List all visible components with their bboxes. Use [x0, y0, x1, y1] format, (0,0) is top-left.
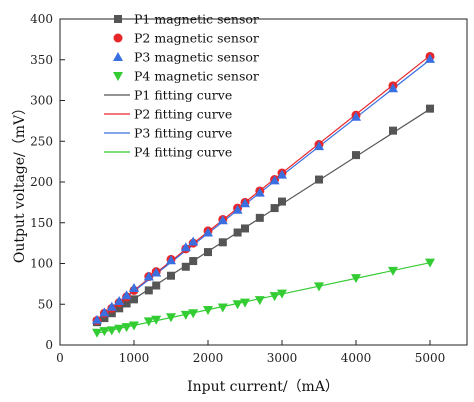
- legend-entry-label: P3 fitting curve: [134, 126, 232, 141]
- data-point: [240, 198, 250, 208]
- y-tick-label: 300: [30, 94, 53, 108]
- data-point: [277, 169, 287, 179]
- legend-marker: [113, 33, 123, 43]
- data-point: [314, 141, 324, 151]
- data-point: [351, 111, 361, 121]
- data-point: [255, 213, 264, 222]
- data-point: [151, 267, 162, 277]
- data-point: [92, 314, 102, 324]
- legend-entry-label: P2 fitting curve: [134, 107, 232, 122]
- data-point: [315, 175, 323, 184]
- data-point: [278, 197, 286, 206]
- legend-entry-label: P1 fitting curve: [134, 88, 232, 103]
- data-point: [203, 305, 213, 315]
- plot-frame: [59, 18, 468, 346]
- data-point: [314, 282, 324, 292]
- data-point: [240, 298, 250, 308]
- y-tick-label: 100: [30, 257, 53, 271]
- data-point: [270, 204, 279, 213]
- data-point: [388, 83, 398, 93]
- data-point: [122, 299, 131, 308]
- data-point: [188, 309, 199, 319]
- data-point: [114, 324, 125, 334]
- data-point: [107, 309, 116, 318]
- data-point: [130, 295, 138, 304]
- data-point: [232, 204, 243, 214]
- data-point: [232, 300, 243, 310]
- data-point: [99, 327, 110, 337]
- axis-ticks: 0 1000 2000 3000 4000 5000 0 50 100 150 200 250 300 3…: [30, 12, 445, 365]
- legend-marker: [113, 52, 123, 61]
- data-point: [254, 187, 265, 197]
- data-point: [151, 315, 162, 325]
- data-point: [92, 328, 102, 338]
- data-point: [152, 281, 161, 290]
- y-tick-label: 0: [45, 338, 53, 352]
- y-tick-label: 150: [30, 216, 53, 230]
- data-point: [277, 289, 287, 299]
- legend-entry-label: P4 fitting curve: [134, 145, 232, 160]
- data-point: [233, 228, 242, 237]
- data-point: [352, 151, 360, 160]
- data-point: [269, 292, 280, 302]
- x-axis-title: Input current/（mA）: [187, 379, 339, 395]
- y-tick-label: 400: [30, 12, 53, 26]
- legend-entry-label: P1 magnetic sensor: [134, 12, 259, 27]
- data-point: [129, 282, 139, 292]
- y-tick-label: 50: [38, 297, 53, 311]
- y-tick-label: 250: [30, 134, 53, 148]
- data-point: [180, 310, 191, 320]
- data-point: [144, 286, 153, 295]
- data-point: [425, 53, 435, 63]
- x-tick-label: 5000: [415, 351, 446, 365]
- data-point: [180, 242, 191, 252]
- x-tick-label: 2000: [193, 351, 224, 365]
- data-point: [425, 258, 435, 268]
- data-point: [351, 274, 361, 284]
- data-point: [254, 296, 265, 306]
- data-point: [218, 238, 227, 247]
- legend-entry-label: P2 magnetic sensor: [134, 31, 259, 46]
- y-tick-label: 350: [30, 53, 53, 67]
- x-tick-label: 4000: [341, 351, 372, 365]
- data-point: [217, 303, 228, 313]
- legend: P1 magnetic sensor P2 magnetic sensor P3 m…: [104, 12, 259, 160]
- legend-entry-label: P3 magnetic sensor: [134, 50, 259, 65]
- data-point: [241, 224, 249, 233]
- y-axis-title: Output voltage/（mV）: [12, 101, 28, 263]
- data-point: [204, 248, 212, 257]
- data-point: [166, 313, 176, 323]
- x-tick-label: 0: [56, 351, 64, 365]
- data-point: [143, 317, 154, 327]
- x-tick-label: 3000: [267, 351, 298, 365]
- data-point: [129, 321, 139, 331]
- data-point: [217, 215, 228, 225]
- data-point: [166, 255, 176, 265]
- data-point: [121, 323, 132, 333]
- data-point: [115, 304, 124, 313]
- data-point: [143, 271, 154, 281]
- data-point: [389, 126, 397, 135]
- data-point: [203, 227, 213, 237]
- data-point: [188, 236, 199, 246]
- data-point: [114, 295, 125, 305]
- legend-entry-label: P4 magnetic sensor: [134, 69, 259, 84]
- data-point: [121, 290, 132, 300]
- y-tick-label: 200: [30, 175, 53, 189]
- data-point: [269, 175, 280, 185]
- legend-marker: [113, 72, 123, 81]
- data-point: [106, 326, 117, 336]
- data-point: [106, 301, 117, 311]
- data-point: [388, 266, 398, 276]
- data-point: [100, 314, 109, 323]
- data-point: [426, 104, 434, 113]
- data-point: [181, 262, 190, 271]
- data-point: [189, 257, 198, 266]
- legend-marker: [114, 15, 122, 23]
- data-markers: [92, 51, 435, 338]
- data-point: [99, 307, 110, 317]
- x-tick-label: 1000: [119, 351, 150, 365]
- data-point: [167, 271, 175, 280]
